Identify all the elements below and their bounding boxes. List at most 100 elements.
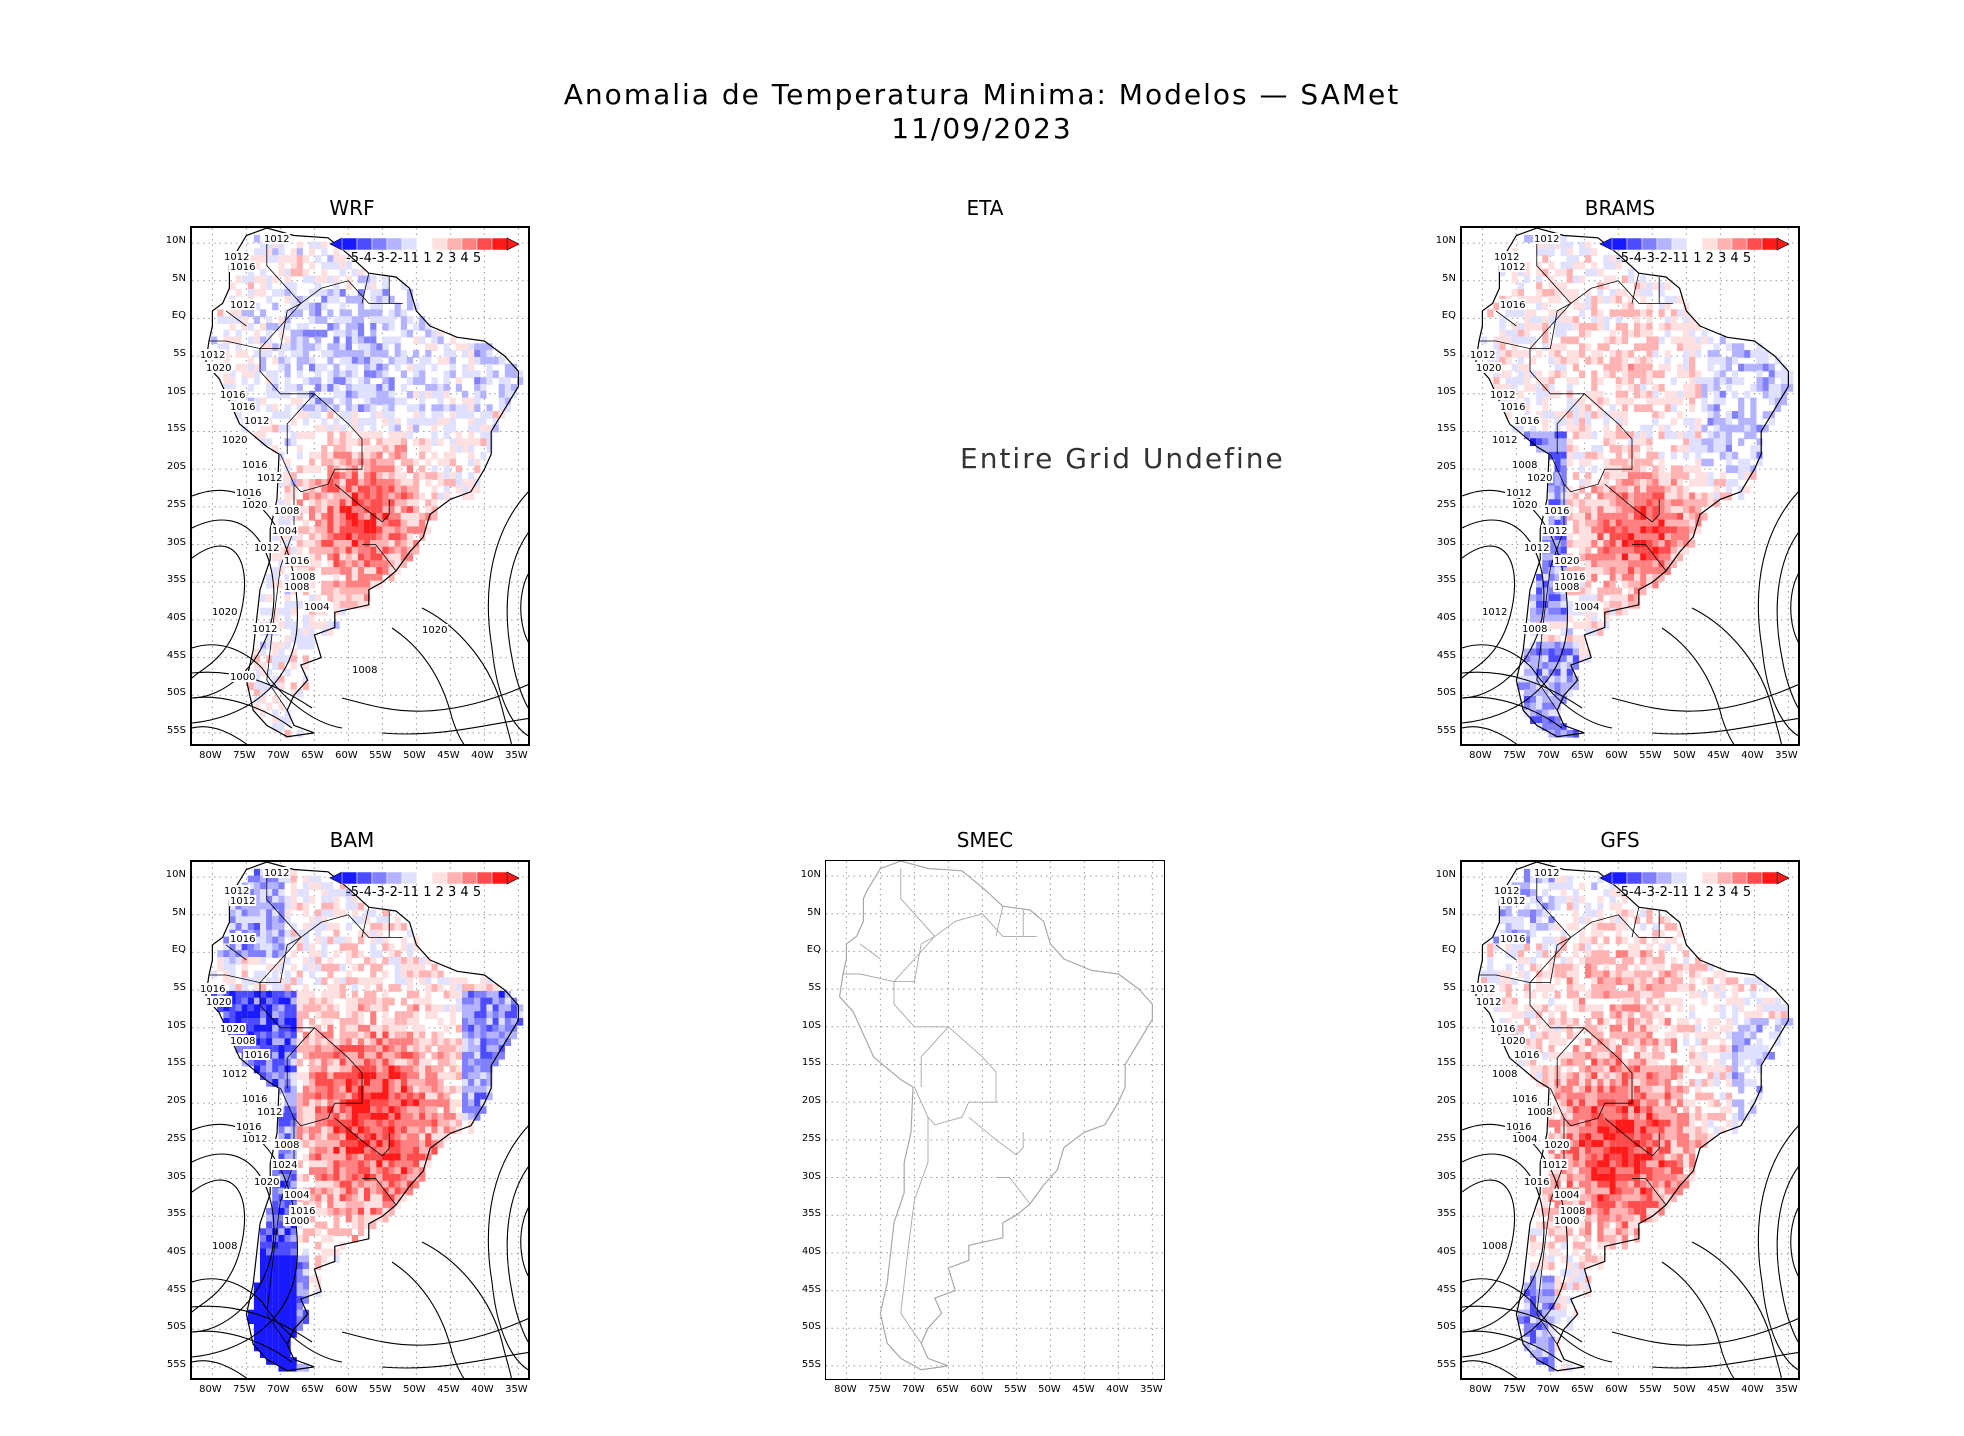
svg-text:1012: 1012 [200, 350, 225, 361]
brams-isobar-label: 1012 [1491, 434, 1519, 446]
wrf-isobar-label: 1008 [283, 581, 311, 593]
gfs-lat-tick-label: EQ [1441, 944, 1456, 956]
bam-isobar-label: 1008 [273, 1139, 301, 1151]
map-wrf: 1012 1012 1016 1012 1012 1020 1016 1016 1012 1020… [190, 226, 530, 746]
gfs-lat-tick-label: 40S [1436, 1245, 1456, 1257]
gfs-lon-tick-label: 65W [1571, 1384, 1594, 1395]
bam-isobar-label: 1008 [211, 1240, 239, 1252]
svg-text:1020: 1020 [206, 997, 231, 1008]
smec-lon-tick-label: 60W [970, 1384, 993, 1395]
brams-lat-tick-label: 30S [1436, 536, 1456, 548]
smec-lat-tick-label: 35S [801, 1208, 821, 1220]
figure-date: 11/09/2023 [891, 112, 1073, 145]
smec-lon-tick-label: 55W [1004, 1384, 1027, 1395]
svg-text:1020: 1020 [1527, 473, 1552, 484]
svg-text:1012: 1012 [224, 252, 249, 263]
svg-text:1012: 1012 [222, 1069, 247, 1080]
wrf-lat-tick-label: 5N [172, 272, 186, 284]
smec-lon-tick-label: 65W [936, 1384, 959, 1395]
bam-lon-tick-label: 35W [505, 1384, 528, 1395]
brams-coastline [1474, 228, 1789, 738]
svg-text:1004: 1004 [1574, 602, 1599, 613]
bam-lon-tick-label: 80W [199, 1384, 222, 1395]
brams-lat-tick-label: 40S [1436, 611, 1456, 623]
svg-text:1020: 1020 [220, 1024, 245, 1035]
gfs-isobar-label: 1020 [1499, 1035, 1527, 1047]
svg-text:1020: 1020 [1554, 556, 1579, 567]
wrf-lat-tick-label: 20S [166, 461, 186, 473]
brams-lon-tick-label: 45W [1707, 750, 1730, 761]
panel-title-smec: SMEC [956, 828, 1014, 852]
gfs-colorbar-ticks: -5-4-3-2-11 1 2 3 4 5 [1616, 885, 1751, 900]
wrf-lat-tick-label: 35S [166, 574, 186, 586]
gfs-lon-tick-label: 75W [1503, 1384, 1526, 1395]
brams-isobar-label: 1012 [1481, 606, 1509, 618]
bam-isobar-label: 1008 [229, 1035, 257, 1047]
wrf-lat-tick-label: 10N [165, 235, 186, 247]
smec-lat-tick-label: EQ [806, 944, 821, 956]
svg-text:1016: 1016 [1514, 416, 1539, 427]
wrf-lon-tick-label: 80W [199, 750, 222, 761]
wrf-isobar-label: 1008 [351, 664, 379, 676]
wrf-country-borders [209, 235, 403, 711]
wrf-lon-tick-label: 60W [335, 750, 358, 761]
brams-isobar-label: 1008 [1553, 581, 1581, 593]
brams-isobars [1462, 489, 1798, 744]
bam-isobar-label: 1016 [229, 933, 257, 945]
gfs-isobar-label: 1012 [1533, 867, 1561, 879]
wrf-lat-tick-label: 25S [166, 498, 186, 510]
wrf-isobar-label: 1012 [199, 349, 227, 361]
svg-text:1020: 1020 [422, 625, 447, 636]
svg-text:1008: 1008 [274, 506, 299, 517]
svg-text:1020: 1020 [254, 1177, 279, 1188]
smec-lat-tick-label: 5N [807, 906, 821, 918]
bam-isobar-label: 1012 [256, 1106, 284, 1118]
gfs-lat-tick-label: 10N [1435, 869, 1456, 881]
wrf-lon-tick-label: 40W [471, 750, 494, 761]
svg-text:1020: 1020 [212, 607, 237, 618]
gfs-lon-tick-label: 40W [1741, 1384, 1764, 1395]
wrf-isobar-label: 1012 [223, 251, 251, 263]
smec-map-svg [826, 861, 1164, 1379]
gfs-lat-tick-label: 20S [1436, 1095, 1456, 1107]
eta-undefined-message: Entire Grid Undefine [960, 442, 1285, 475]
svg-text:1012: 1012 [1490, 390, 1515, 401]
smec-lat-tick-label: 30S [801, 1170, 821, 1182]
smec-lon-tick-label: 70W [902, 1384, 925, 1395]
gfs-isobar-label: 1004 [1553, 1189, 1581, 1201]
panel-title-gfs: GFS [1600, 828, 1640, 852]
svg-text:1016: 1016 [242, 1094, 267, 1105]
bam-lat-tick-label: 50S [166, 1321, 186, 1333]
brams-isobar-label: 1020 [1475, 362, 1503, 374]
gfs-isobar-label: 1004 [1511, 1133, 1539, 1145]
svg-text:1012: 1012 [230, 896, 255, 907]
bam-lon-tick-label: 60W [335, 1384, 358, 1395]
brams-country-borders [1479, 235, 1673, 711]
smec-lat-tick-label: 55S [801, 1358, 821, 1370]
bam-isobar-label: 1024 [271, 1159, 299, 1171]
wrf-isobar-label: 1004 [303, 601, 331, 613]
gfs-isobar-label: 1016 [1511, 1093, 1539, 1105]
brams-isobar-label: 1016 [1559, 571, 1587, 583]
wrf-lat-tick-label: 30S [166, 536, 186, 548]
svg-text:1016: 1016 [220, 390, 245, 401]
wrf-lon-tick-label: 75W [233, 750, 256, 761]
bam-map-svg: 1012101210121016101610201020100810161012… [192, 862, 528, 1378]
smec-lon-tick-label: 80W [834, 1384, 857, 1395]
wrf-isobar-label: 1012 [229, 299, 257, 311]
brams-lon-tick-label: 50W [1673, 750, 1696, 761]
wrf-isobar-label: 1016 [235, 487, 263, 499]
brams-isobar-label: 1004 [1573, 601, 1601, 613]
wrf-isobar-label: 1012 [251, 623, 279, 635]
bam-lat-tick-label: 55S [166, 1358, 186, 1370]
svg-text:1008: 1008 [230, 1036, 255, 1047]
gfs-lat-tick-label: 50S [1436, 1321, 1456, 1333]
brams-isobar-label: 1016 [1499, 401, 1527, 413]
brams-lon-tick-label: 70W [1537, 750, 1560, 761]
gfs-anomaly-shading [1481, 868, 1794, 1372]
smec-lon-tick-label: 50W [1038, 1384, 1061, 1395]
bam-isobar-label: 1016 [241, 1093, 269, 1105]
wrf-isobar-label: 1020 [221, 434, 249, 446]
smec-lat-tick-label: 40S [801, 1245, 821, 1257]
brams-lon-tick-label: 60W [1605, 750, 1628, 761]
